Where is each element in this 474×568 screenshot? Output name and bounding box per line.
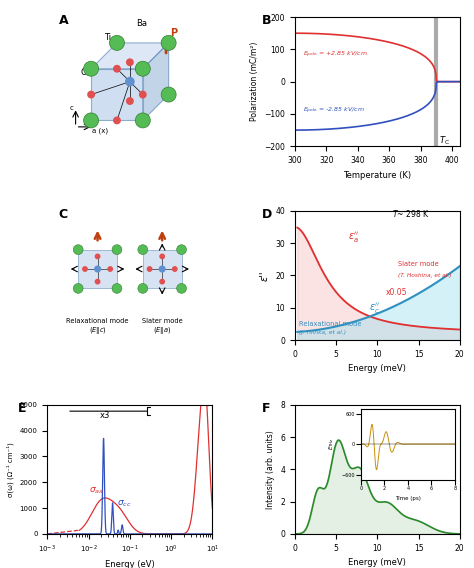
- X-axis label: Energy (meV): Energy (meV): [348, 364, 406, 373]
- Circle shape: [95, 279, 100, 284]
- Polygon shape: [91, 43, 169, 69]
- Text: (T. Hoshina, et al.): (T. Hoshina, et al.): [398, 273, 451, 278]
- Circle shape: [83, 61, 99, 76]
- Circle shape: [73, 283, 83, 293]
- Text: A: A: [59, 14, 68, 27]
- Circle shape: [135, 61, 150, 76]
- Text: F: F: [262, 402, 270, 415]
- Text: $E_{\rm pole}$ = +2.85 kV/cm: $E_{\rm pole}$ = +2.85 kV/cm: [303, 49, 367, 60]
- Text: $\varepsilon_c''$: $\varepsilon_c''$: [369, 301, 381, 316]
- X-axis label: Energy (eV): Energy (eV): [105, 561, 155, 568]
- Text: ($E\|a$): ($E\|a$): [153, 325, 171, 336]
- X-axis label: Temperature (K): Temperature (K): [343, 170, 411, 179]
- Circle shape: [95, 254, 100, 258]
- Text: $\mathbf{P}$: $\mathbf{P}$: [170, 27, 179, 39]
- Circle shape: [177, 283, 186, 293]
- Circle shape: [112, 283, 122, 293]
- Circle shape: [114, 65, 120, 72]
- Text: Slater mode: Slater mode: [398, 261, 438, 267]
- Circle shape: [73, 245, 83, 254]
- Text: ($E\|c$): ($E\|c$): [89, 325, 107, 336]
- Text: Relaxational mode: Relaxational mode: [66, 318, 129, 324]
- Text: Relaxational mode: Relaxational mode: [299, 320, 362, 327]
- Y-axis label: ε'': ε'': [260, 270, 270, 281]
- Circle shape: [83, 267, 87, 271]
- Text: $E_{\rm pole}$ = -2.85 kV/cm: $E_{\rm pole}$ = -2.85 kV/cm: [303, 106, 365, 116]
- Text: Ti: Ti: [104, 34, 111, 42]
- Circle shape: [83, 113, 99, 128]
- Circle shape: [161, 87, 176, 102]
- Circle shape: [160, 254, 164, 258]
- Circle shape: [135, 113, 150, 128]
- Text: D: D: [262, 208, 272, 222]
- Polygon shape: [143, 43, 169, 120]
- Circle shape: [127, 59, 133, 65]
- Y-axis label: Intensity (arb. units): Intensity (arb. units): [265, 430, 274, 509]
- Circle shape: [127, 98, 133, 105]
- Circle shape: [160, 279, 164, 284]
- Text: x3: x3: [100, 411, 110, 420]
- Circle shape: [126, 77, 134, 86]
- Text: x0.05: x0.05: [385, 288, 407, 297]
- Text: Slater mode: Slater mode: [142, 318, 182, 324]
- Circle shape: [138, 245, 148, 254]
- Circle shape: [88, 91, 94, 98]
- Circle shape: [177, 245, 186, 254]
- Text: E: E: [18, 402, 26, 415]
- Circle shape: [161, 35, 176, 51]
- Text: $\sigma_{cc}$: $\sigma_{cc}$: [117, 499, 131, 509]
- Circle shape: [95, 266, 100, 272]
- Circle shape: [173, 267, 177, 271]
- Polygon shape: [91, 69, 143, 120]
- Circle shape: [112, 245, 122, 254]
- Circle shape: [138, 283, 148, 293]
- Text: $T$~ 298 K: $T$~ 298 K: [392, 208, 429, 219]
- Y-axis label: Polarization (mC/m²): Polarization (mC/m²): [250, 42, 259, 122]
- Text: $\sigma_{aa}$: $\sigma_{aa}$: [89, 486, 104, 496]
- Text: C: C: [59, 208, 68, 222]
- Circle shape: [147, 267, 152, 271]
- Circle shape: [114, 117, 120, 124]
- Circle shape: [159, 266, 165, 272]
- Text: $T_{\rm C}$: $T_{\rm C}$: [439, 134, 450, 147]
- Circle shape: [139, 91, 146, 98]
- Polygon shape: [143, 249, 182, 289]
- Text: O: O: [81, 68, 87, 77]
- Text: c: c: [69, 105, 73, 111]
- Circle shape: [109, 35, 125, 51]
- Text: (J. Hlinka, et al.): (J. Hlinka, et al.): [299, 329, 346, 335]
- Y-axis label: σ(ω) (Ω⁻¹ cm⁻¹): σ(ω) (Ω⁻¹ cm⁻¹): [7, 442, 14, 496]
- Circle shape: [108, 267, 112, 271]
- X-axis label: Energy (meV): Energy (meV): [348, 558, 406, 567]
- Text: Ba: Ba: [137, 19, 147, 28]
- Text: a (x): a (x): [92, 127, 109, 133]
- Text: B: B: [262, 14, 271, 27]
- Text: $\varepsilon_a''$: $\varepsilon_a''$: [348, 230, 360, 245]
- Polygon shape: [78, 249, 117, 289]
